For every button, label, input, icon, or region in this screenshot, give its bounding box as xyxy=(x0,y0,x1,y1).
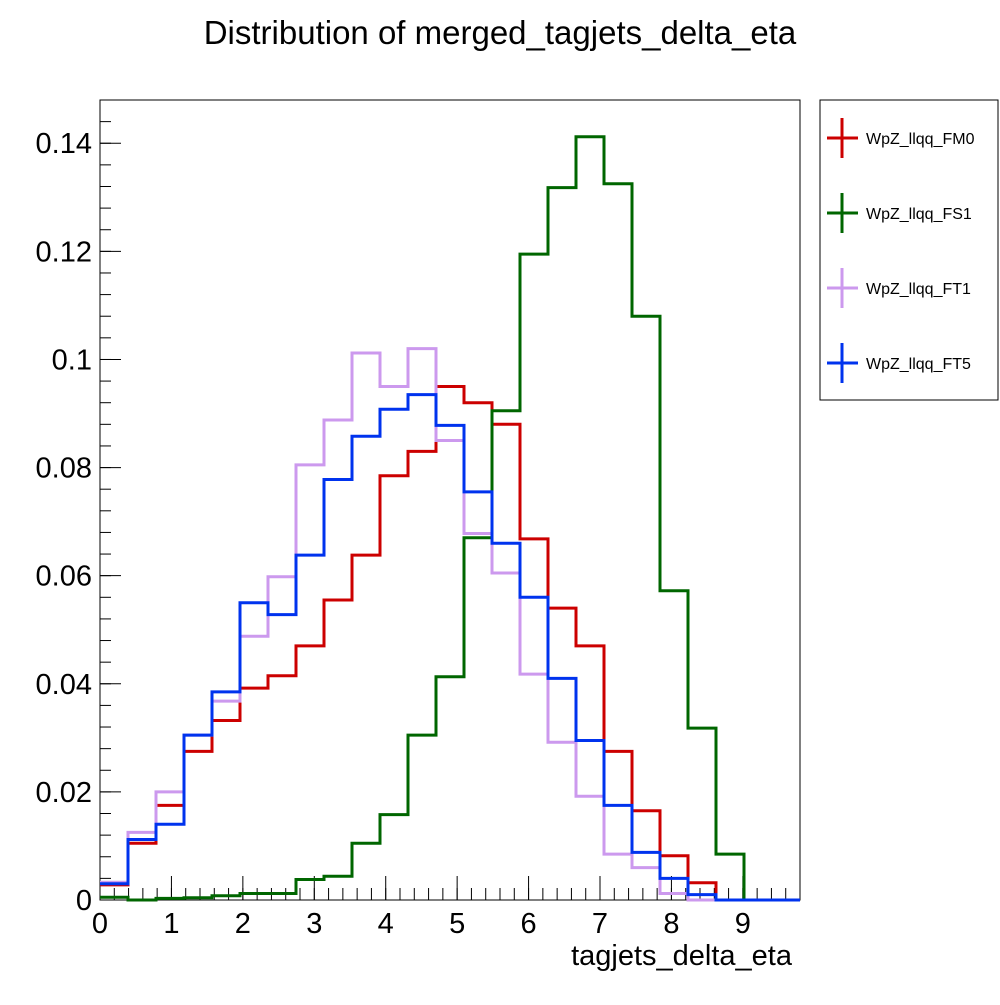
legend-box xyxy=(819,99,999,401)
legend-label: WpZ_llqq_FM0 xyxy=(866,131,975,148)
series-line-WpZ_llqq_FT1 xyxy=(100,347,800,902)
legend-label: WpZ_llqq_FS1 xyxy=(866,206,972,223)
x-tick-label: 7 xyxy=(592,908,608,940)
x-tick-label: 2 xyxy=(235,908,251,940)
x-tick-label: 5 xyxy=(449,908,465,940)
x-tick-label: 8 xyxy=(663,908,679,940)
x-tick-label: 9 xyxy=(735,908,751,940)
y-tick-label: 0.08 xyxy=(36,453,92,485)
y-tick-label: 0.04 xyxy=(36,669,92,701)
legend: WpZ_llqq_FM0 WpZ_llqq_FS1 WpZ_llqq_FT1 WpZ_… xyxy=(819,99,999,401)
x-tick-label: 3 xyxy=(306,908,322,940)
chart-title: Distribution of merged_tagjets_delta_eta xyxy=(204,14,797,51)
plot-frame xyxy=(99,99,801,901)
y-tick-label: 0 xyxy=(76,885,92,917)
legend-label: WpZ_llqq_FT5 xyxy=(866,356,971,373)
x-tick-label: 1 xyxy=(163,908,179,940)
x-tick-label: 0 xyxy=(92,908,108,940)
series-line-WpZ_llqq_FM0 xyxy=(100,385,800,902)
y-tick-label: 0.14 xyxy=(36,128,92,160)
x-tick-label: 6 xyxy=(521,908,537,940)
y-tick-label: 0.02 xyxy=(36,777,92,809)
series-group xyxy=(100,135,800,902)
x-axis-label: tagjets_delta_eta xyxy=(571,940,793,972)
y-tick-label: 0.06 xyxy=(36,561,92,593)
y-tick-label: 0.1 xyxy=(52,344,92,376)
series-line-WpZ_llqq_FS1 xyxy=(100,135,800,902)
series-line-WpZ_llqq_FT5 xyxy=(100,393,800,902)
x-tick-label: 4 xyxy=(378,908,394,940)
legend-label: WpZ_llqq_FT1 xyxy=(866,281,971,298)
y-tick-label: 0.12 xyxy=(36,236,92,268)
axes: 0 0.02 0.04 0.06 0.08 0.1 0.12 0.14 0 1 2 3 4 5 6 7 8 9 xyxy=(36,99,801,940)
